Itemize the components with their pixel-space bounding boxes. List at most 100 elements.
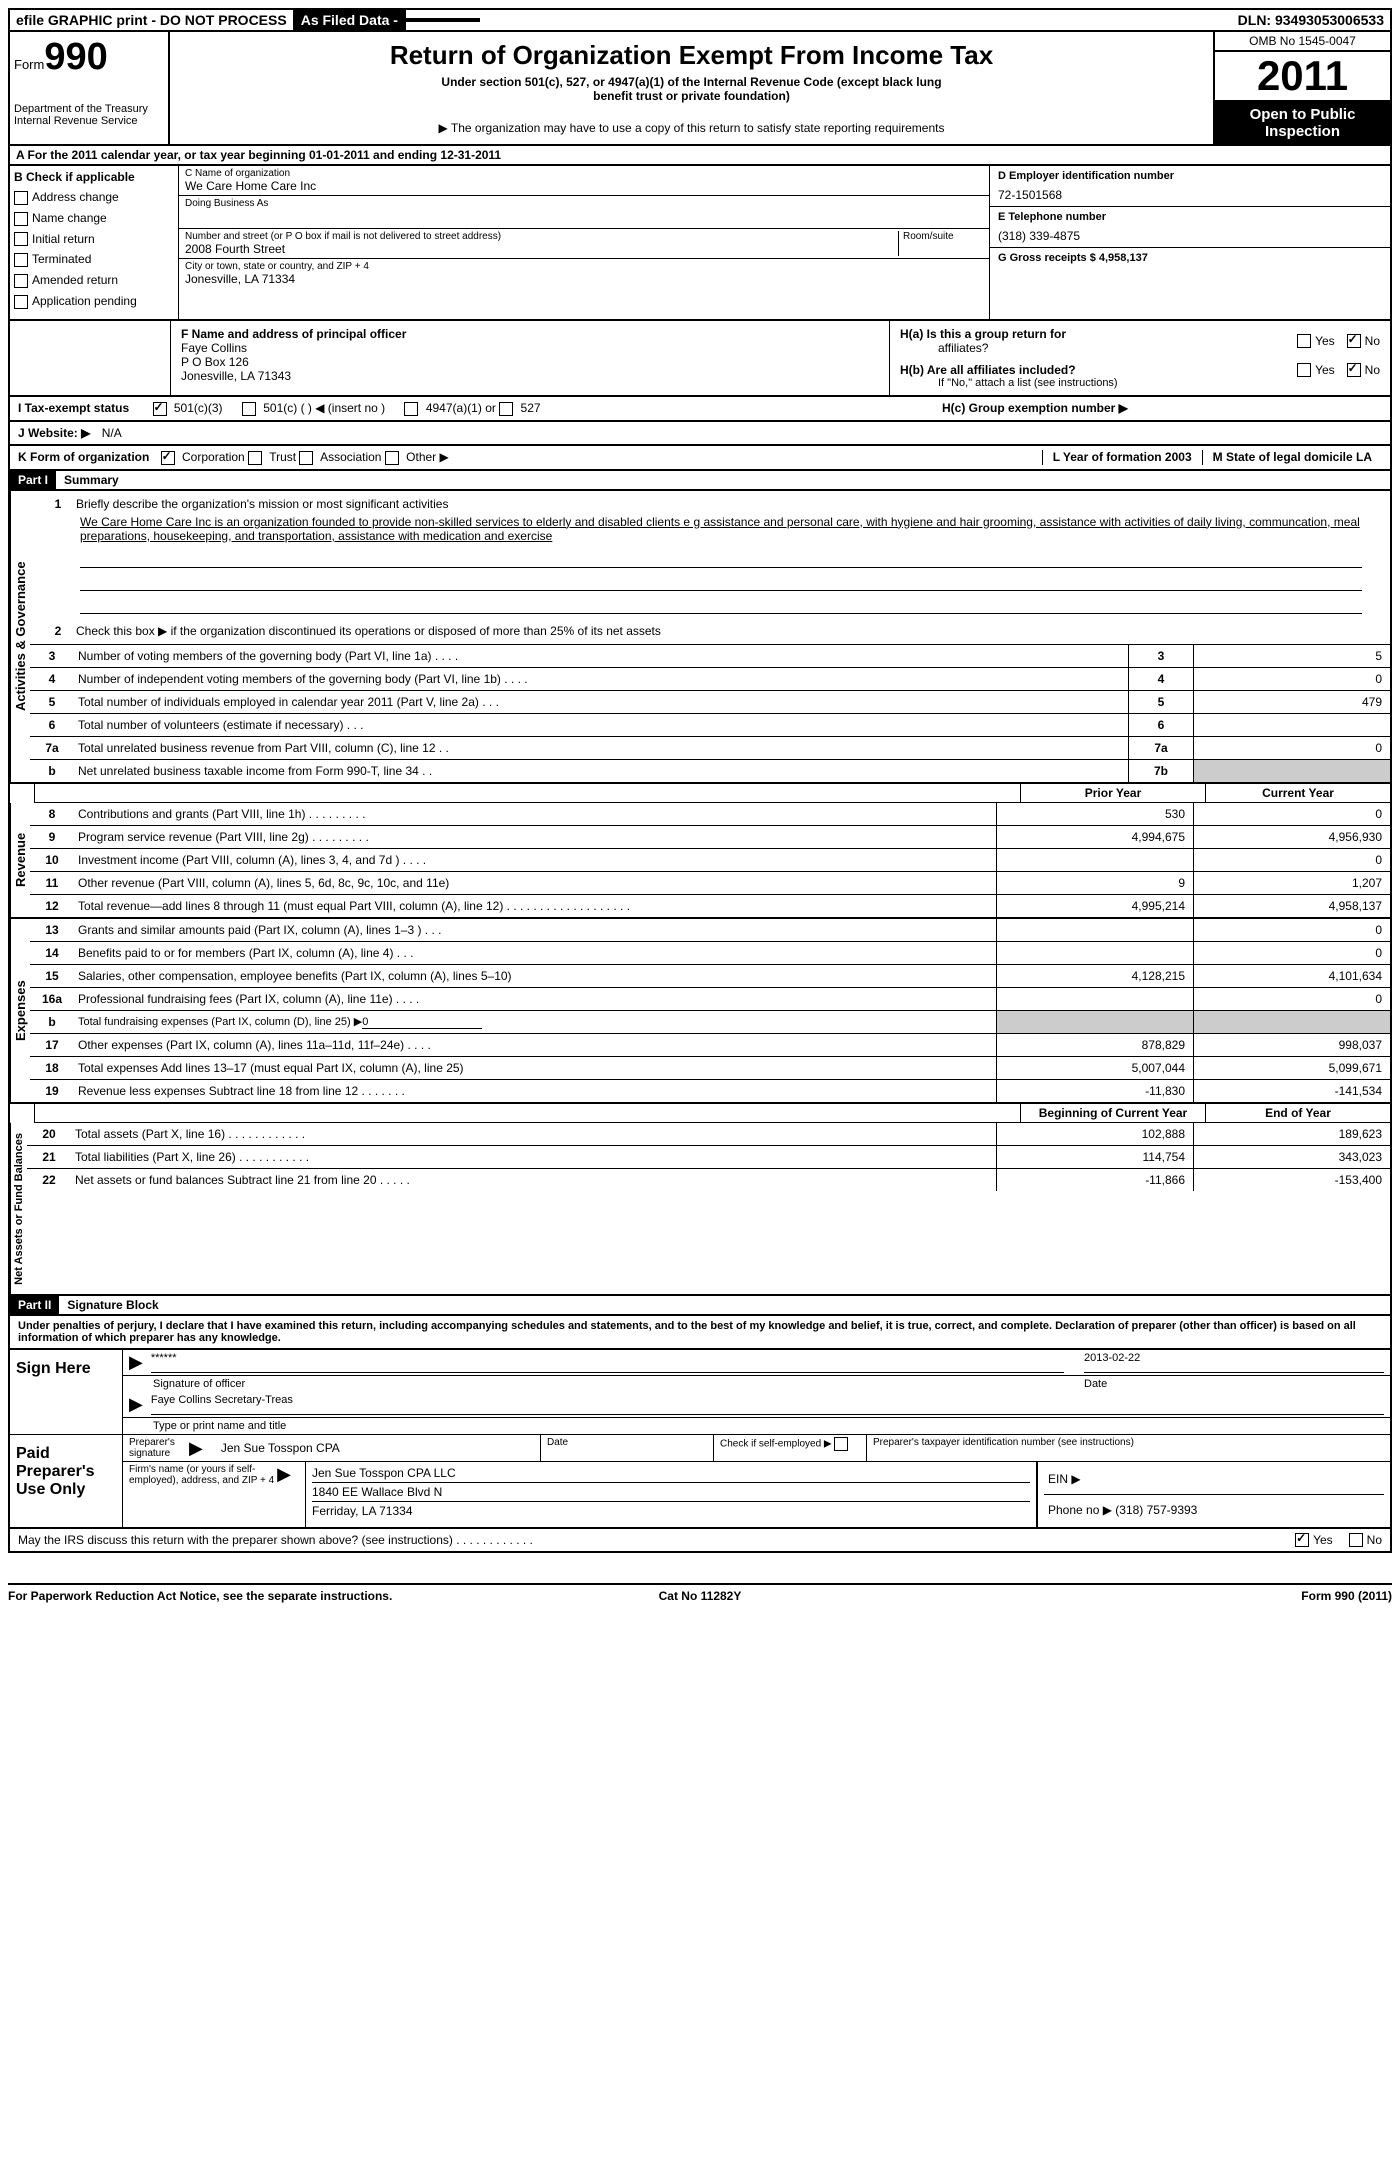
check-label: Check if self-employed ▶ — [720, 1439, 832, 1450]
checkbox-icon[interactable] — [499, 402, 513, 416]
part1-header-row: Part I Summary — [8, 471, 1392, 491]
line-text: Other revenue (Part VIII, column (A), li… — [74, 874, 996, 892]
fundraising-val: 0 — [362, 1016, 482, 1029]
current-val: 0 — [1193, 919, 1390, 941]
title-right: OMB No 1545-0047 2011 Open to Public Ins… — [1213, 32, 1390, 144]
net-year-header: Beginning of Current Year End of Year — [35, 1104, 1390, 1123]
prior-val: 5,007,044 — [996, 1057, 1193, 1079]
line-text: Total unrelated business revenue from Pa… — [74, 739, 1128, 757]
checkbox-icon[interactable] — [1349, 1533, 1363, 1547]
part2-header-row: Part II Signature Block — [8, 1296, 1392, 1316]
current-val: 4,958,137 — [1193, 895, 1390, 917]
checkbox-icon[interactable] — [14, 191, 28, 205]
checkbox-icon[interactable] — [385, 451, 399, 465]
checkbox-icon[interactable] — [14, 295, 28, 309]
checkbox-icon[interactable] — [242, 402, 256, 416]
part2-header: Part II — [10, 1296, 59, 1314]
blank-line — [80, 593, 1362, 614]
checkbox-icon[interactable] — [161, 451, 175, 465]
arrow-icon: ▶ — [129, 1394, 143, 1415]
current-val: 1,207 — [1193, 872, 1390, 894]
line-text: Revenue less expenses Subtract line 18 f… — [74, 1082, 996, 1100]
expenses-label: Expenses — [10, 919, 30, 1102]
name-block: C Name of organization We Care Home Care… — [179, 166, 989, 196]
501c3-label: 501(c)(3) — [174, 401, 223, 415]
line-num: 14 — [30, 944, 74, 962]
checkbox-icon[interactable] — [1297, 363, 1311, 377]
line-text: Total assets (Part X, line 16) . . . . .… — [71, 1125, 996, 1143]
line-22: 22 Net assets or fund balances Subtract … — [27, 1169, 1390, 1191]
checkbox-icon[interactable] — [14, 274, 28, 288]
checkbox-icon[interactable] — [14, 232, 28, 246]
checkbox-icon[interactable] — [153, 402, 167, 416]
amended-return-label: Amended return — [32, 273, 118, 287]
prior-val — [996, 1011, 1193, 1033]
section-f: F Name and address of principal officer … — [171, 321, 889, 395]
check-address[interactable]: Address change — [14, 190, 174, 205]
part1-header: Part I — [10, 471, 56, 489]
line-13: 13 Grants and similar amounts paid (Part… — [30, 919, 1390, 942]
checkbox-icon[interactable] — [1297, 334, 1311, 348]
col-b: B Check if applicable Address change Nam… — [10, 166, 179, 319]
checkbox-icon[interactable] — [404, 402, 418, 416]
line-num: 13 — [30, 921, 74, 939]
sign-here-label: Sign Here — [10, 1350, 123, 1434]
line-text: Other expenses (Part IX, column (A), lin… — [74, 1036, 996, 1054]
prior-val: 530 — [996, 803, 1193, 825]
check-terminated[interactable]: Terminated — [14, 252, 174, 267]
hb-label: H(b) Are all affiliates included? — [900, 363, 1297, 377]
discuss-text: May the IRS discuss this return with the… — [18, 1533, 1295, 1547]
ha-label2: affiliates? — [938, 341, 988, 355]
prep-row2: Firm's name (or yours if self-employed),… — [123, 1462, 1390, 1527]
irs-label: Internal Revenue Service — [14, 115, 164, 127]
check-name[interactable]: Name change — [14, 211, 174, 226]
prior-year-col: Prior Year — [1020, 784, 1205, 802]
end-val: -153,400 — [1193, 1169, 1390, 1191]
header-bar: efile GRAPHIC print - DO NOT PROCESS As … — [8, 8, 1392, 32]
527-label: 527 — [521, 401, 541, 415]
end-val: 343,023 — [1193, 1146, 1390, 1168]
part1-title: Summary — [56, 473, 119, 487]
checkbox-icon[interactable] — [1295, 1533, 1309, 1547]
current-val: 4,956,930 — [1193, 826, 1390, 848]
checkbox-icon[interactable] — [14, 253, 28, 267]
checkbox-icon[interactable] — [299, 451, 313, 465]
checkbox-icon[interactable] — [248, 451, 262, 465]
yes-label: Yes — [1315, 363, 1335, 377]
arrow-icon: ▶ — [277, 1464, 291, 1485]
line-cell: 7b — [1128, 760, 1193, 782]
check-pending[interactable]: Application pending — [14, 294, 174, 309]
yes-label: Yes — [1313, 1533, 1333, 1547]
checkbox-icon[interactable] — [834, 1437, 848, 1451]
line-text: Total expenses Add lines 13–17 (must equ… — [74, 1059, 996, 1077]
footer-left: For Paperwork Reduction Act Notice, see … — [8, 1589, 659, 1603]
checkbox-icon[interactable] — [1347, 363, 1361, 377]
blank-black — [406, 18, 480, 22]
gross-label: G Gross receipts $ 4,958,137 — [998, 252, 1382, 264]
netassets-section: Beginning of Current Year End of Year Ne… — [8, 1104, 1392, 1297]
assoc-label: Association — [320, 450, 381, 464]
corp-label: Corporation — [182, 450, 245, 464]
check-initial[interactable]: Initial return — [14, 232, 174, 247]
revenue-label: Revenue — [10, 803, 30, 917]
line-11: 11 Other revenue (Part VIII, column (A),… — [30, 872, 1390, 895]
initial-return-label: Initial return — [32, 232, 95, 246]
discuss-row: May the IRS discuss this return with the… — [8, 1529, 1392, 1553]
line-num: 6 — [30, 716, 74, 734]
current-val: 0 — [1193, 942, 1390, 964]
sign-here-row: Sign Here ▶ ****** 2013-02-22 Signature … — [10, 1350, 1390, 1435]
spacer — [10, 1104, 35, 1123]
yes-label: Yes — [1315, 334, 1335, 348]
check-amended[interactable]: Amended return — [14, 273, 174, 288]
i-label: I Tax-exempt status — [18, 401, 129, 415]
checkbox-icon[interactable] — [14, 212, 28, 226]
line-21: 21 Total liabilities (Part X, line 26) .… — [27, 1146, 1390, 1169]
line-6: 6 Total number of volunteers (estimate i… — [30, 714, 1390, 737]
preparer-text: Preparer's — [16, 1463, 95, 1480]
current-val — [1193, 1011, 1390, 1033]
line-text: Number of voting members of the governin… — [74, 647, 1128, 665]
line-text: Total number of volunteers (estimate if … — [74, 716, 1128, 734]
footer-center: Cat No 11282Y — [659, 1589, 742, 1603]
line-15: 15 Salaries, other compensation, employe… — [30, 965, 1390, 988]
checkbox-icon[interactable] — [1347, 334, 1361, 348]
